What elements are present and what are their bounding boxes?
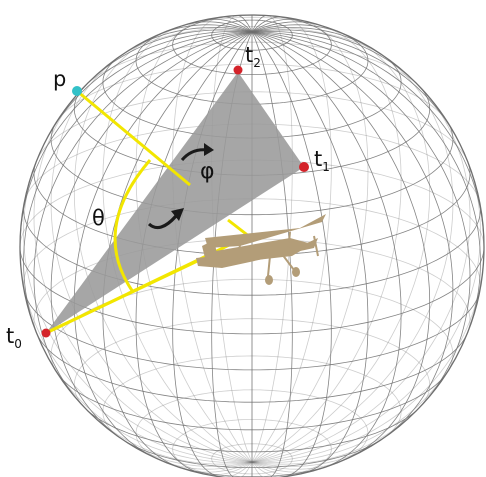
grid-line [251, 27, 376, 52]
label-t2: t2 [245, 43, 261, 70]
label-phi: φ [200, 159, 215, 184]
grid-line [251, 24, 402, 463]
grid-line [73, 31, 253, 457]
grid-line [251, 246, 484, 463]
grid-line [33, 161, 253, 256]
grid-line [128, 27, 253, 52]
grid-line [252, 369, 449, 431]
grid-line [251, 159, 471, 256]
grid-line [84, 407, 252, 453]
grid-line [251, 16, 282, 33]
grid-line [251, 50, 454, 463]
sphere-outline [19, 14, 485, 477]
grid-line [24, 293, 252, 371]
grid-line [252, 290, 481, 371]
grid-line [251, 31, 481, 342]
grid-line [20, 31, 253, 240]
grid-line [20, 249, 252, 335]
grid-line [251, 34, 431, 463]
grid-line [252, 331, 469, 403]
grid-line [50, 50, 253, 463]
label-t1: t1 [314, 147, 330, 174]
grid-line [33, 31, 253, 409]
grid-line [50, 278, 454, 374]
line-t0-to-plane [45, 253, 211, 335]
grid-line [55, 63, 448, 125]
grid-line [252, 243, 484, 335]
grid-line [251, 21, 318, 33]
theta-arrowhead-icon [171, 208, 184, 221]
grid-line [168, 16, 333, 31]
grid-line [251, 31, 431, 457]
point-t2 [233, 65, 243, 75]
grid-line [56, 372, 252, 431]
grid-line [186, 21, 253, 33]
grid-line [120, 25, 382, 57]
label-theta: θ [92, 206, 105, 230]
grid-line [73, 318, 431, 409]
grid-line [211, 19, 293, 51]
grid-line [252, 437, 384, 469]
labels: p t0 t1 t2 θ φ [6, 43, 330, 351]
grid-line [251, 31, 402, 469]
grid-line [172, 418, 332, 477]
triangle-plane [46, 72, 304, 333]
grid-line [252, 85, 431, 176]
label-t0: t0 [6, 324, 22, 351]
grid-line [23, 31, 253, 342]
point-t0 [41, 328, 51, 338]
phi-arrowhead-icon [204, 143, 214, 156]
grid-line [252, 405, 422, 453]
rotation-arrows [147, 143, 214, 230]
grid-line [122, 439, 252, 469]
grid-line [251, 53, 402, 139]
grid-line [251, 31, 471, 409]
theta-arc [113, 159, 152, 293]
grid-line [252, 200, 481, 296]
grid-line [36, 334, 252, 403]
grid-line [251, 407, 420, 465]
grid-line [102, 355, 402, 441]
grid-line [252, 120, 454, 216]
grid-line [251, 31, 484, 248]
theta-arrow-icon [147, 214, 178, 230]
point-t1 [299, 162, 309, 172]
grid-line [135, 30, 253, 105]
points [41, 65, 309, 338]
line-p-to-center [76, 89, 191, 187]
grid-line [23, 203, 252, 296]
grid-line [251, 19, 369, 463]
biplane-icon [196, 214, 326, 285]
grid-line [251, 31, 369, 474]
grid-line [42, 30, 253, 146]
grid-line [251, 80, 471, 463]
grid-line [251, 29, 369, 105]
grid-line [135, 389, 369, 465]
grid-line [222, 16, 253, 33]
point-p [72, 86, 82, 96]
grid-line [82, 41, 420, 89]
grid-line [251, 30, 462, 146]
grid-line [84, 407, 253, 465]
label-p: p [53, 67, 66, 91]
grid-line [251, 16, 332, 463]
